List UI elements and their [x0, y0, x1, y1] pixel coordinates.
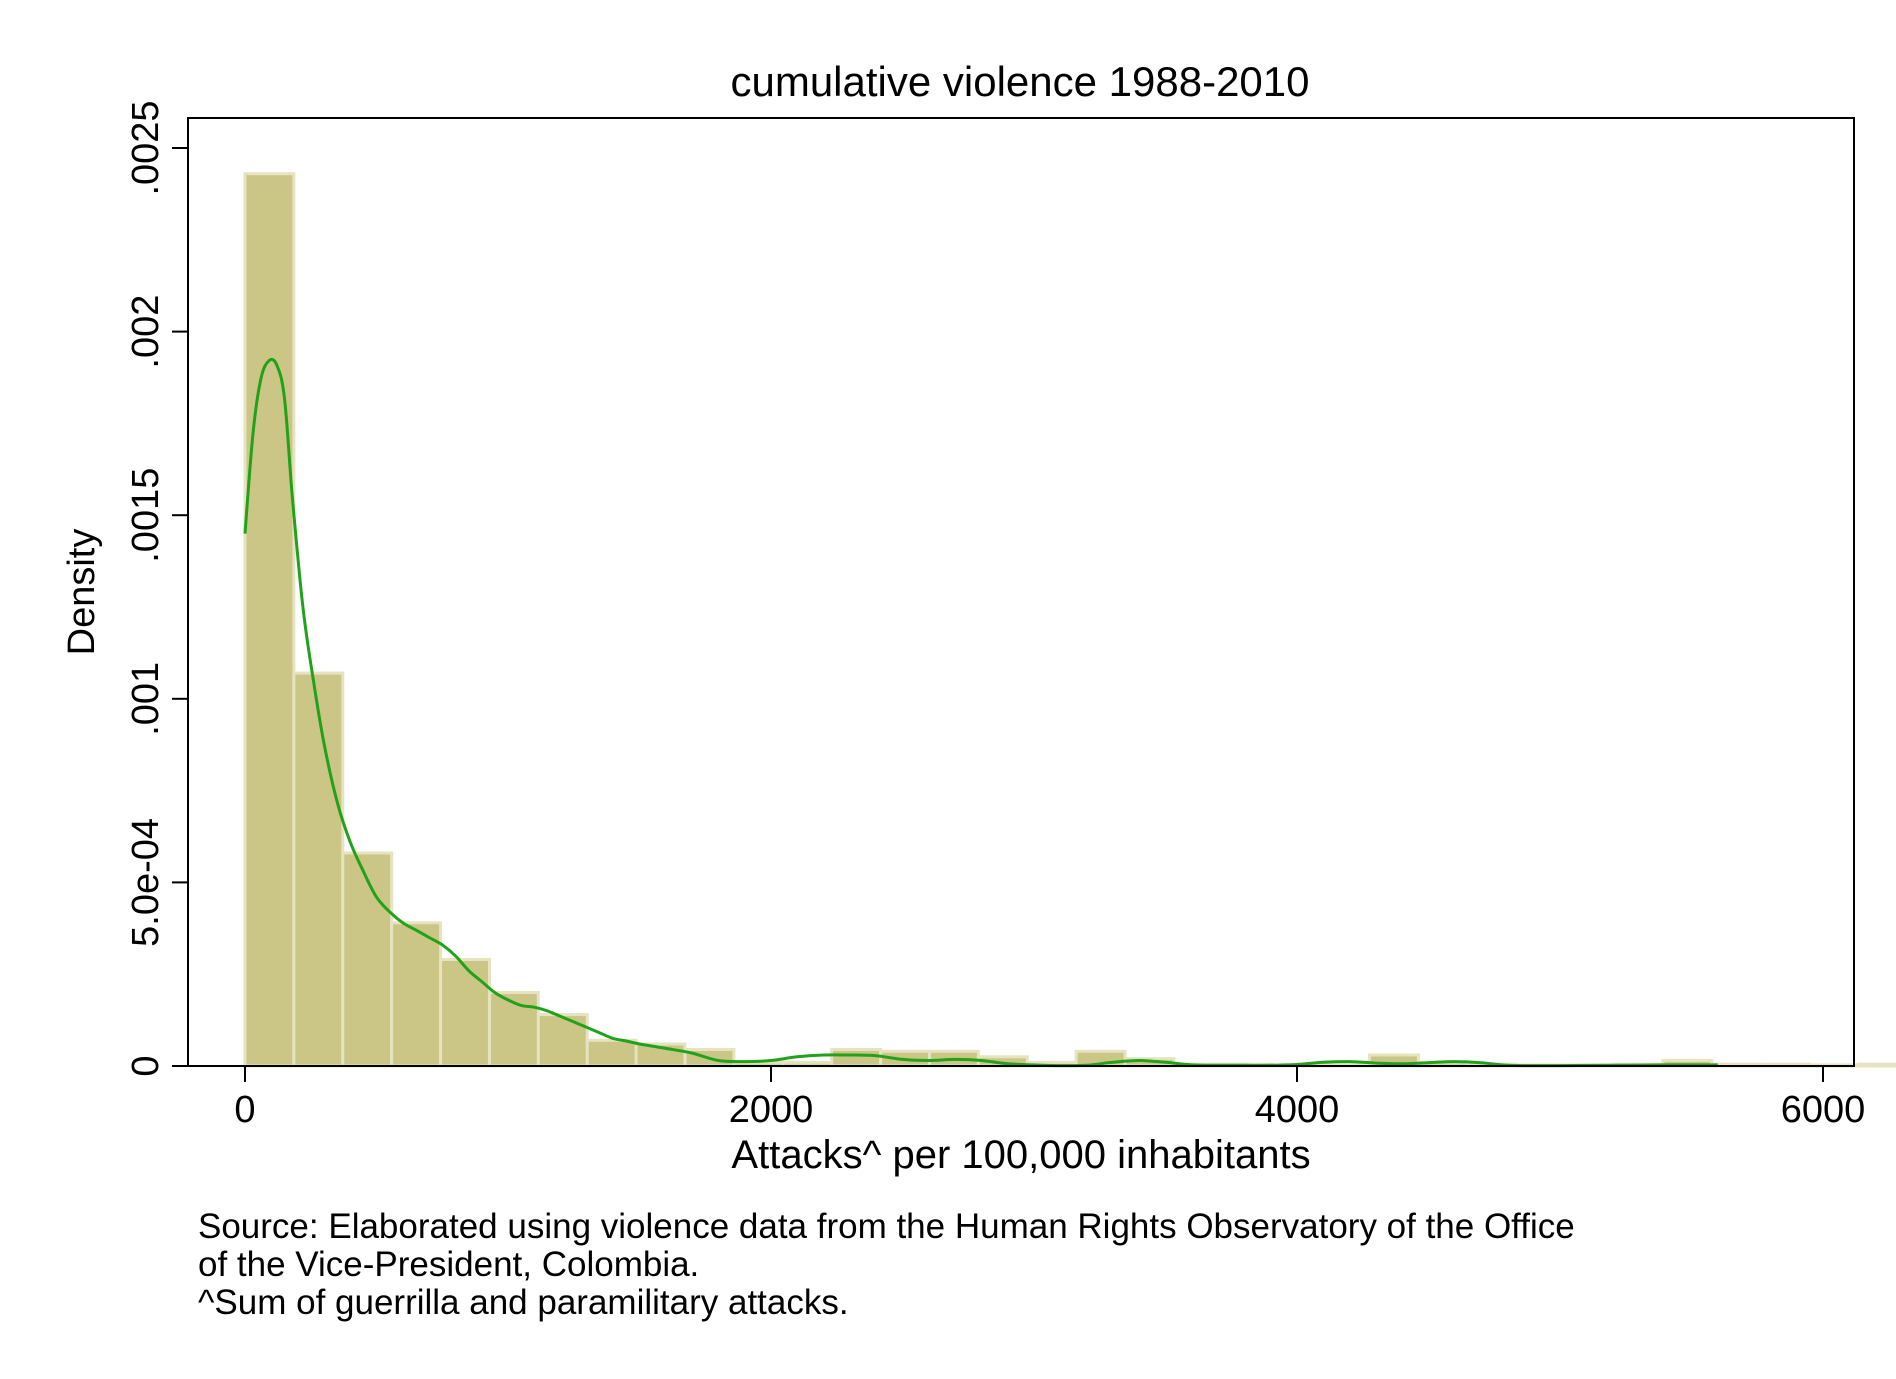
- y-axis: 0 5.0e-04 .001 .0015 .002 .0025: [125, 100, 188, 1077]
- histogram-bar: [341, 851, 394, 1068]
- chart-title: cumulative violence 1988-2010: [730, 58, 1309, 105]
- x-tick-label: 6000: [1781, 1089, 1866, 1131]
- histogram-bar: [585, 1038, 638, 1068]
- x-tick-label: 4000: [1255, 1089, 1340, 1131]
- x-tick-label: 0: [234, 1089, 255, 1131]
- histogram-bars: [243, 172, 1896, 1068]
- histogram-bar: [1856, 1062, 1896, 1068]
- histogram-bar: [830, 1047, 883, 1068]
- y-tick-label: .0015: [125, 468, 167, 563]
- y-tick-label: 5.0e-04: [125, 818, 167, 947]
- plot-frame: [187, 117, 1855, 1067]
- y-tick-label: 0: [125, 1055, 167, 1076]
- y-tick-label: .0025: [125, 100, 167, 195]
- histogram-bar: [390, 921, 443, 1068]
- source-note-line-2: of the Vice-President, Colombia.: [198, 1245, 700, 1284]
- histogram-bar: [292, 671, 345, 1068]
- x-axis-label: Attacks^ per 100,000 inhabitants: [731, 1133, 1310, 1177]
- histogram-bar: [439, 958, 491, 1068]
- y-axis-label: Density: [61, 529, 103, 656]
- source-note-line-1: Source: Elaborated using violence data f…: [198, 1207, 1575, 1246]
- histogram-bar: [536, 1013, 589, 1068]
- density-curve: [243, 357, 1718, 1068]
- x-tick-label: 2000: [729, 1089, 814, 1131]
- x-axis: 0 2000 4000 6000: [234, 1066, 1865, 1131]
- y-tick-label: .002: [125, 295, 167, 369]
- footnote-attacks: ^Sum of guerrilla and paramilitary attac…: [198, 1283, 849, 1322]
- histogram-bar: [243, 172, 296, 1068]
- y-tick-label: .001: [125, 662, 167, 736]
